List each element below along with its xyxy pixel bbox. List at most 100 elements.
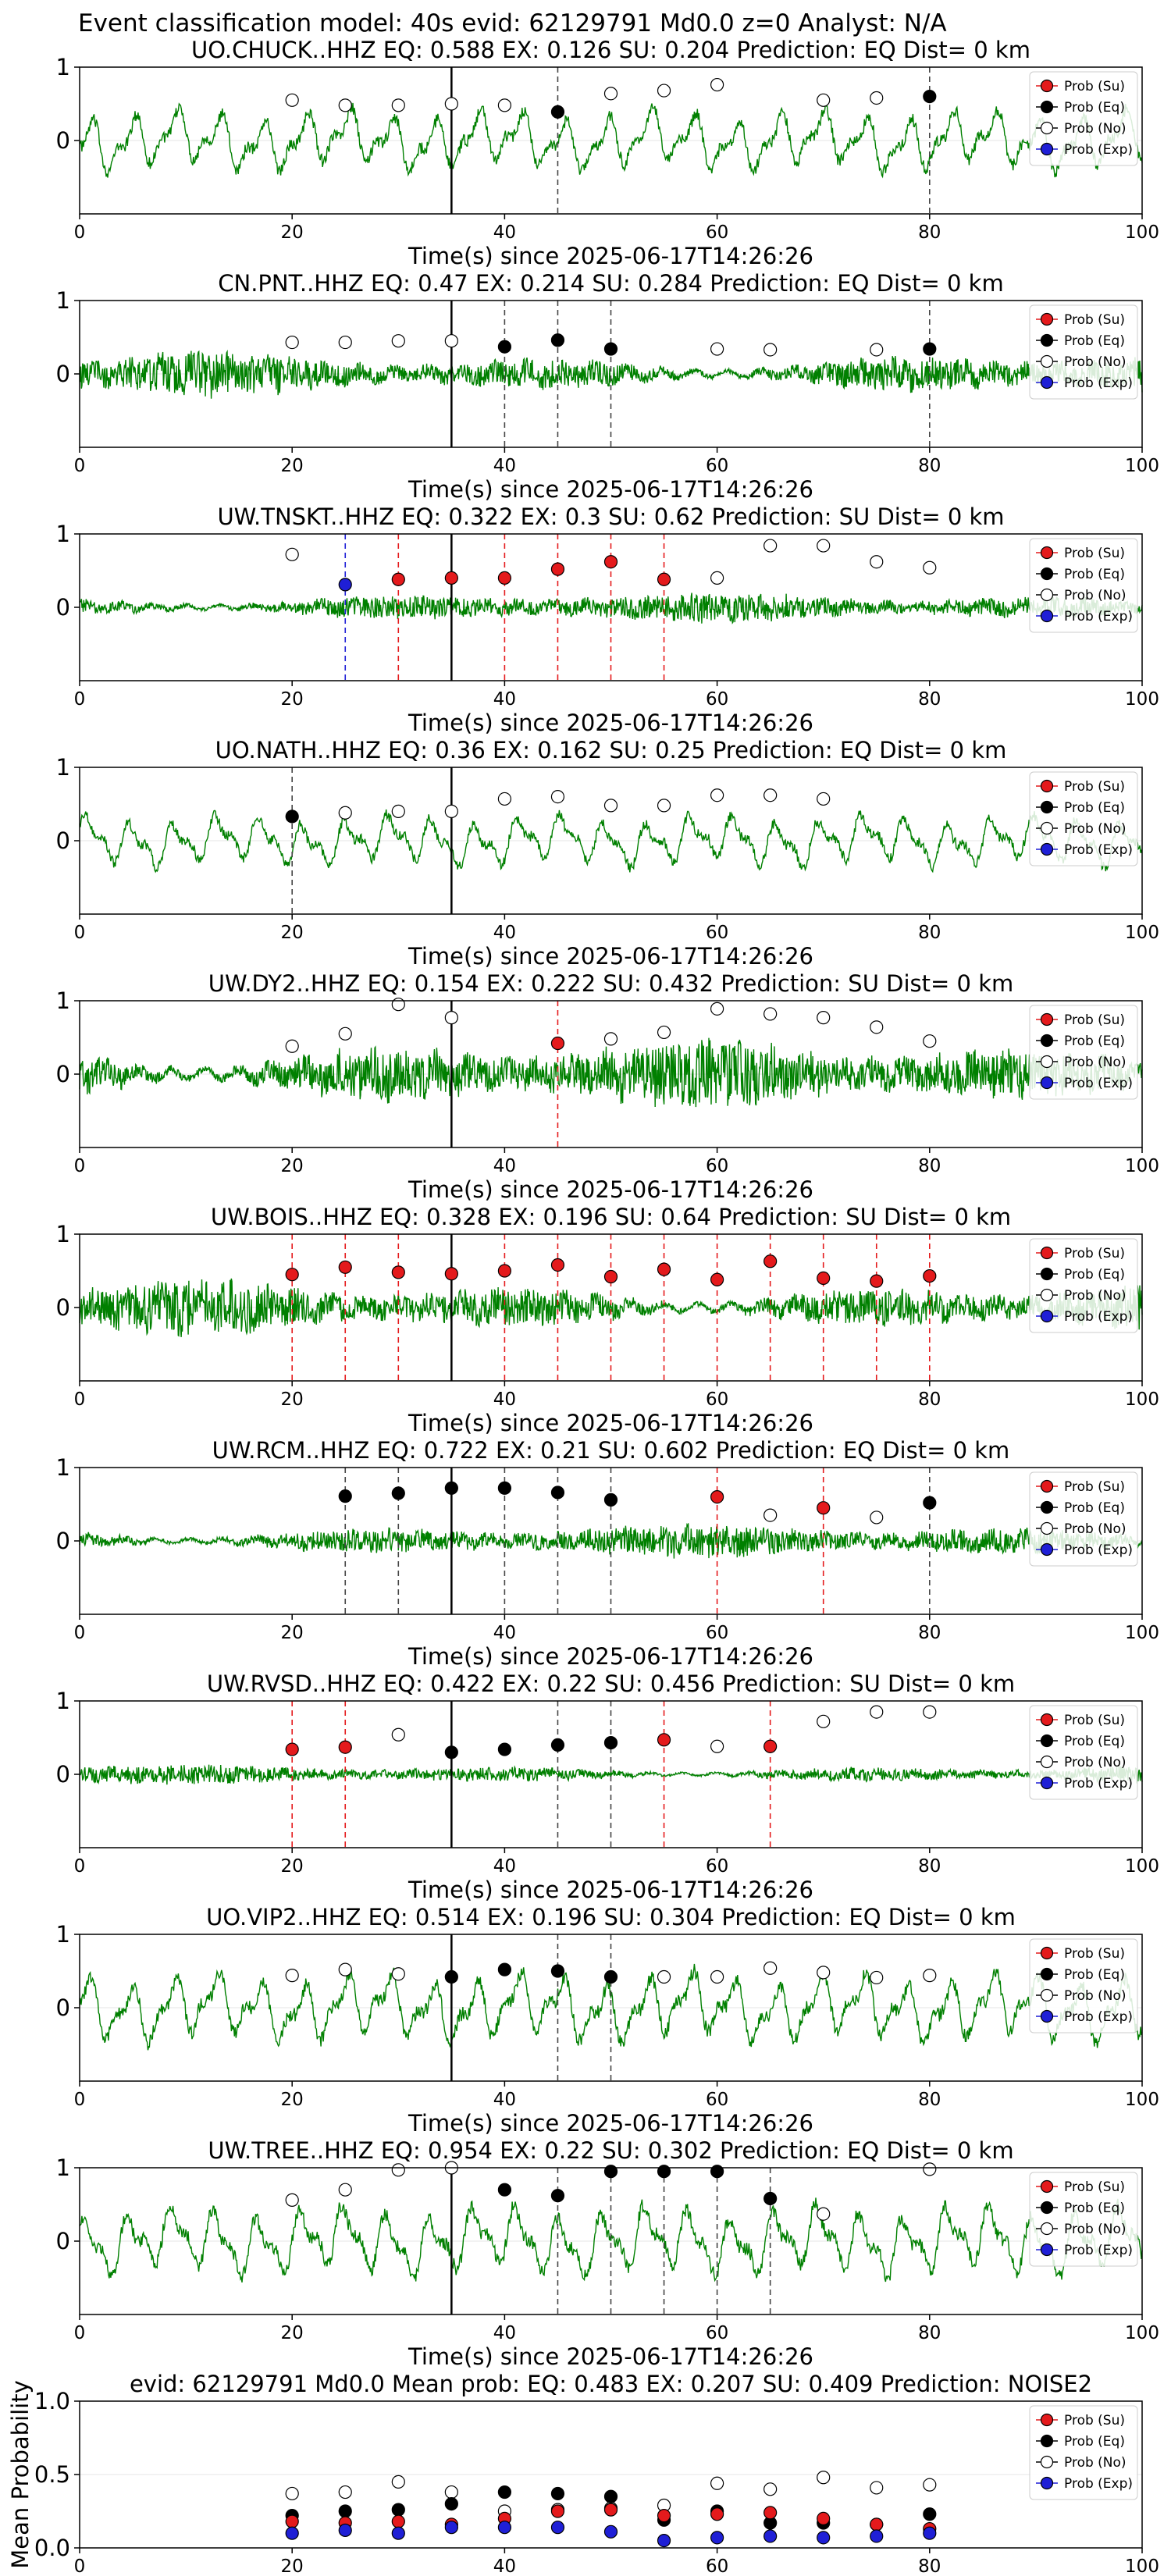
panel-2-xtick-label: 60 <box>706 456 728 476</box>
panel-5-xtick-label: 0 <box>74 1156 86 1176</box>
panel-11-legend-label-su: Prob (Su) <box>1064 2413 1125 2428</box>
panel-9: UO.VIP2..HHZ EQ: 0.514 EX: 0.196 SU: 0.3… <box>56 1904 1159 2137</box>
panel-7-legend-label-eq: Prob (Eq) <box>1064 1500 1125 1516</box>
panel-11-series-point-no <box>338 2485 352 2500</box>
panels-group: UO.CHUCK..HHZ EQ: 0.588 EX: 0.126 SU: 0.… <box>7 37 1159 2576</box>
panel-8-xtick-label: 100 <box>1125 1856 1159 1877</box>
panel-9-prob-marker-eq <box>603 1969 618 1984</box>
panel-1-prob-marker-no <box>710 77 724 92</box>
panel-11-series-point-exp <box>338 2523 352 2538</box>
panel-10-prob-marker-eq <box>710 2165 724 2179</box>
panel-1-ytick-label: 1 <box>56 54 70 80</box>
panel-10-xtick-label: 40 <box>493 2323 516 2343</box>
panel-8-legend-marker-exp <box>1040 1776 1054 1790</box>
panel-8-legend: Prob (Su) Prob (Eq) Prob (No) Prob (Exp) <box>1029 1705 1138 1800</box>
panel-11-series-point-eq <box>444 2497 458 2511</box>
panel-11-series-point-no <box>710 2476 724 2490</box>
panel-3-prob-marker-su <box>657 572 671 586</box>
panel-5-prob-marker-no <box>603 1032 618 1046</box>
panel-8-legend-label-exp: Prob (Exp) <box>1064 1776 1133 1791</box>
panel-8-xtick-label: 60 <box>706 1856 728 1877</box>
panel-4-legend-label-no: Prob (No) <box>1064 821 1127 837</box>
panel-3-prob-marker-exp <box>338 578 352 592</box>
panel-7-prob-marker-eq <box>338 1489 352 1503</box>
panel-3-xtick-label: 60 <box>706 689 728 710</box>
panel-9-prob-marker-no <box>870 1970 884 1985</box>
panel-7-prob-marker-su <box>710 1489 724 1504</box>
panel-5-legend-marker-exp <box>1040 1076 1054 1090</box>
panel-2-prob-marker-no <box>391 334 405 348</box>
panel-9-legend-marker-no <box>1040 1988 1054 2002</box>
panel-3-prob-marker-su <box>550 562 565 576</box>
panel-1-prob-marker-no <box>338 98 352 112</box>
panel-11-series-point-exp <box>763 2529 778 2543</box>
panel-4-xtick-label: 40 <box>493 923 516 943</box>
panel-8-prob-marker-eq <box>444 1745 458 1759</box>
panel-1-legend-marker-eq <box>1040 100 1054 114</box>
panel-5-legend-label-no: Prob (No) <box>1064 1055 1127 1070</box>
panel-6-prob-marker-su <box>444 1267 458 1281</box>
panel-9-xlabel: Time(s) since 2025-06-17T14:26:26 <box>408 2110 813 2137</box>
panel-6-legend-marker-eq <box>1040 1267 1054 1281</box>
panel-2-legend-box <box>1029 304 1138 400</box>
panel-11-xtick-label: 40 <box>493 2556 516 2576</box>
panel-6-xlabel: Time(s) since 2025-06-17T14:26:26 <box>408 1410 813 1436</box>
panel-4-prob-marker-no <box>657 799 671 813</box>
panel-1-legend-marker-su <box>1040 79 1054 93</box>
panel-3: UW.TNSKT..HHZ EQ: 0.322 EX: 0.3 SU: 0.62… <box>56 503 1159 736</box>
panel-10-waveform-trace <box>79 2197 1143 2282</box>
panel-4-legend-marker-exp <box>1040 842 1054 856</box>
panel-1: UO.CHUCK..HHZ EQ: 0.588 EX: 0.126 SU: 0.… <box>56 37 1159 269</box>
panel-6-legend-label-su: Prob (Su) <box>1064 1246 1125 1261</box>
panel-11-series-point-su <box>603 2503 618 2517</box>
panel-1-xtick-label: 60 <box>706 222 728 243</box>
panel-6-legend-marker-exp <box>1040 1309 1054 1323</box>
panel-11-xtick-label: 20 <box>281 2556 304 2576</box>
panel-3-ytick-label: 1 <box>56 521 70 547</box>
panel-7-prob-marker-eq <box>923 1496 937 1510</box>
panel-3-legend-label-exp: Prob (Exp) <box>1064 609 1133 624</box>
panel-8-prob-marker-no <box>817 1714 831 1728</box>
panel-2-legend: Prob (Su) Prob (Eq) Prob (No) Prob (Exp) <box>1029 304 1138 400</box>
panel-1-legend-marker-exp <box>1040 142 1054 156</box>
panel-4-title: UO.NATH..HHZ EQ: 0.36 EX: 0.162 SU: 0.25… <box>215 737 1007 763</box>
panel-4-prob-marker-no <box>497 792 512 806</box>
panel-10-legend-label-no: Prob (No) <box>1064 2222 1127 2237</box>
panel-3-legend: Prob (Su) Prob (Eq) Prob (No) Prob (Exp) <box>1029 538 1138 633</box>
panel-6: UW.BOIS..HHZ EQ: 0.328 EX: 0.196 SU: 0.6… <box>56 1204 1159 1436</box>
panel-10-legend: Prob (Su) Prob (Eq) Prob (No) Prob (Exp) <box>1029 2172 1138 2267</box>
panel-5-legend-marker-su <box>1040 1012 1054 1026</box>
panel-7-legend-box <box>1029 1471 1138 1567</box>
panel-7-xtick-label: 100 <box>1125 1623 1159 1643</box>
panel-2-xtick-label: 40 <box>493 456 516 476</box>
panel-4-waveform-trace <box>79 809 1143 873</box>
panel-11-series-point-su <box>391 2514 405 2528</box>
panel-11-series-point-eq <box>338 2504 352 2518</box>
panel-5-prob-marker-su <box>550 1036 565 1051</box>
panel-9-prob-marker-no <box>710 1969 724 1984</box>
panel-9-prob-marker-no <box>338 1962 352 1976</box>
panel-11-legend: Prob (Su) Prob (Eq) Prob (No) Prob (Exp) <box>1029 2405 1138 2500</box>
panel-7-prob-marker-eq <box>444 1481 458 1495</box>
panel-2-xtick-label: 0 <box>74 456 86 476</box>
panel-3-xtick-label: 100 <box>1125 689 1159 710</box>
panel-5-ytick-label: 0 <box>56 1061 70 1087</box>
panel-11-series-point-no <box>391 2475 405 2489</box>
panel-10-xtick-label: 20 <box>281 2323 304 2343</box>
panel-3-legend-label-no: Prob (No) <box>1064 588 1127 603</box>
panel-4-prob-marker-no <box>391 804 405 819</box>
panel-9-xtick-label: 60 <box>706 2090 728 2110</box>
panel-8-legend-label-su: Prob (Su) <box>1064 1713 1125 1728</box>
panel-11-series-point-exp <box>870 2529 884 2543</box>
panel-8-legend-label-eq: Prob (Eq) <box>1064 1734 1125 1749</box>
panel-10-legend-label-eq: Prob (Eq) <box>1064 2201 1125 2216</box>
panel-6-prob-marker-su <box>657 1262 671 1276</box>
panel-10-xtick-label: 60 <box>706 2323 728 2343</box>
panel-10-legend-marker-exp <box>1040 2243 1054 2257</box>
panel-8-prob-marker-no <box>391 1727 405 1742</box>
panel-9-ytick-label: 1 <box>56 1921 70 1948</box>
panel-6-legend-marker-su <box>1040 1246 1054 1260</box>
panel-4-xlabel: Time(s) since 2025-06-17T14:26:26 <box>408 943 813 970</box>
panel-4-prob-marker-no <box>338 806 352 820</box>
